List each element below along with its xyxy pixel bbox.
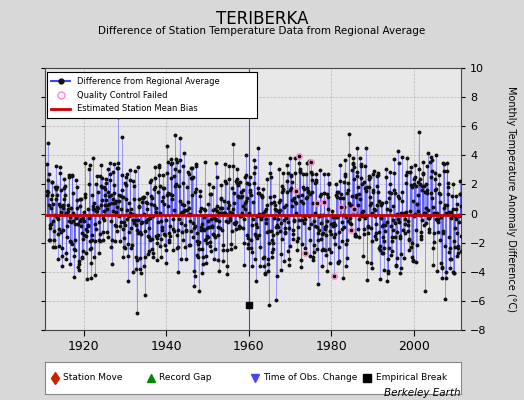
Text: Difference from Regional Average: Difference from Regional Average: [77, 77, 219, 86]
Text: Difference of Station Temperature Data from Regional Average: Difference of Station Temperature Data f…: [99, 26, 425, 36]
Text: Empirical Break: Empirical Break: [376, 374, 447, 382]
Text: TERIBERKA: TERIBERKA: [216, 10, 308, 28]
Text: Time of Obs. Change: Time of Obs. Change: [263, 374, 357, 382]
Text: Record Gap: Record Gap: [159, 374, 212, 382]
Y-axis label: Monthly Temperature Anomaly Difference (°C): Monthly Temperature Anomaly Difference (…: [506, 86, 516, 312]
Text: Quality Control Failed: Quality Control Failed: [77, 90, 167, 100]
Text: Berkeley Earth: Berkeley Earth: [385, 388, 461, 398]
Text: Estimated Station Mean Bias: Estimated Station Mean Bias: [77, 104, 197, 113]
Text: Station Move: Station Move: [63, 374, 123, 382]
